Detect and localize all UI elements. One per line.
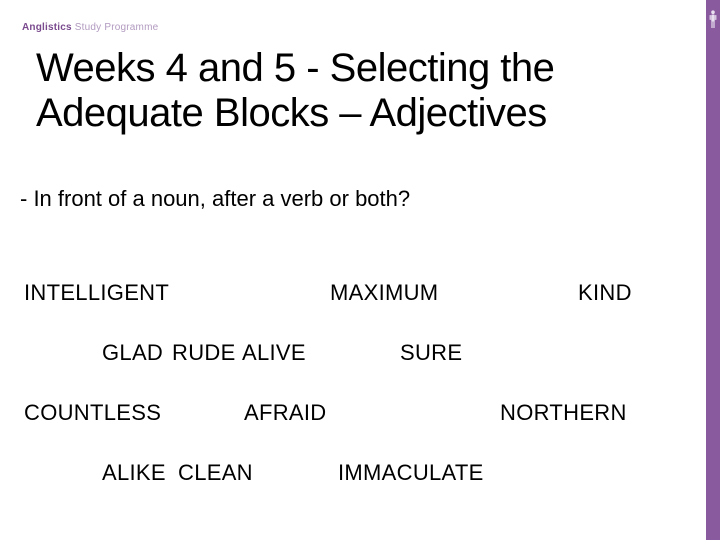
word-northern: NORTHERN bbox=[500, 400, 627, 426]
word-countless: COUNTLESS bbox=[24, 400, 161, 426]
header-bold: Anglistics bbox=[22, 22, 72, 33]
word-cloud: INTELLIGENT MAXIMUM KIND GLAD RUDE ALIVE… bbox=[22, 268, 690, 508]
word-rude: RUDE bbox=[172, 340, 236, 366]
person-icon bbox=[709, 10, 717, 30]
word-alike: ALIKE bbox=[102, 460, 166, 486]
word-maximum: MAXIMUM bbox=[330, 280, 438, 306]
word-sure: SURE bbox=[400, 340, 462, 366]
word-clean: CLEAN bbox=[178, 460, 253, 486]
word-alive: ALIVE bbox=[242, 340, 306, 366]
slide: Anglistics Study Programme Weeks 4 and 5… bbox=[0, 0, 720, 540]
slide-title: Weeks 4 and 5 - Selecting the Adequate B… bbox=[36, 46, 684, 136]
header-light: Study Programme bbox=[72, 22, 159, 33]
sidebar-logo bbox=[708, 8, 718, 32]
word-kind: KIND bbox=[578, 280, 632, 306]
word-immaculate: IMMACULATE bbox=[338, 460, 484, 486]
word-afraid: AFRAID bbox=[244, 400, 326, 426]
word-intelligent: INTELLIGENT bbox=[24, 280, 169, 306]
programme-header: Anglistics Study Programme bbox=[22, 22, 158, 33]
slide-subtitle: - In front of a noun, after a verb or bo… bbox=[20, 186, 680, 212]
word-glad: GLAD bbox=[102, 340, 163, 366]
right-sidebar bbox=[706, 0, 720, 540]
